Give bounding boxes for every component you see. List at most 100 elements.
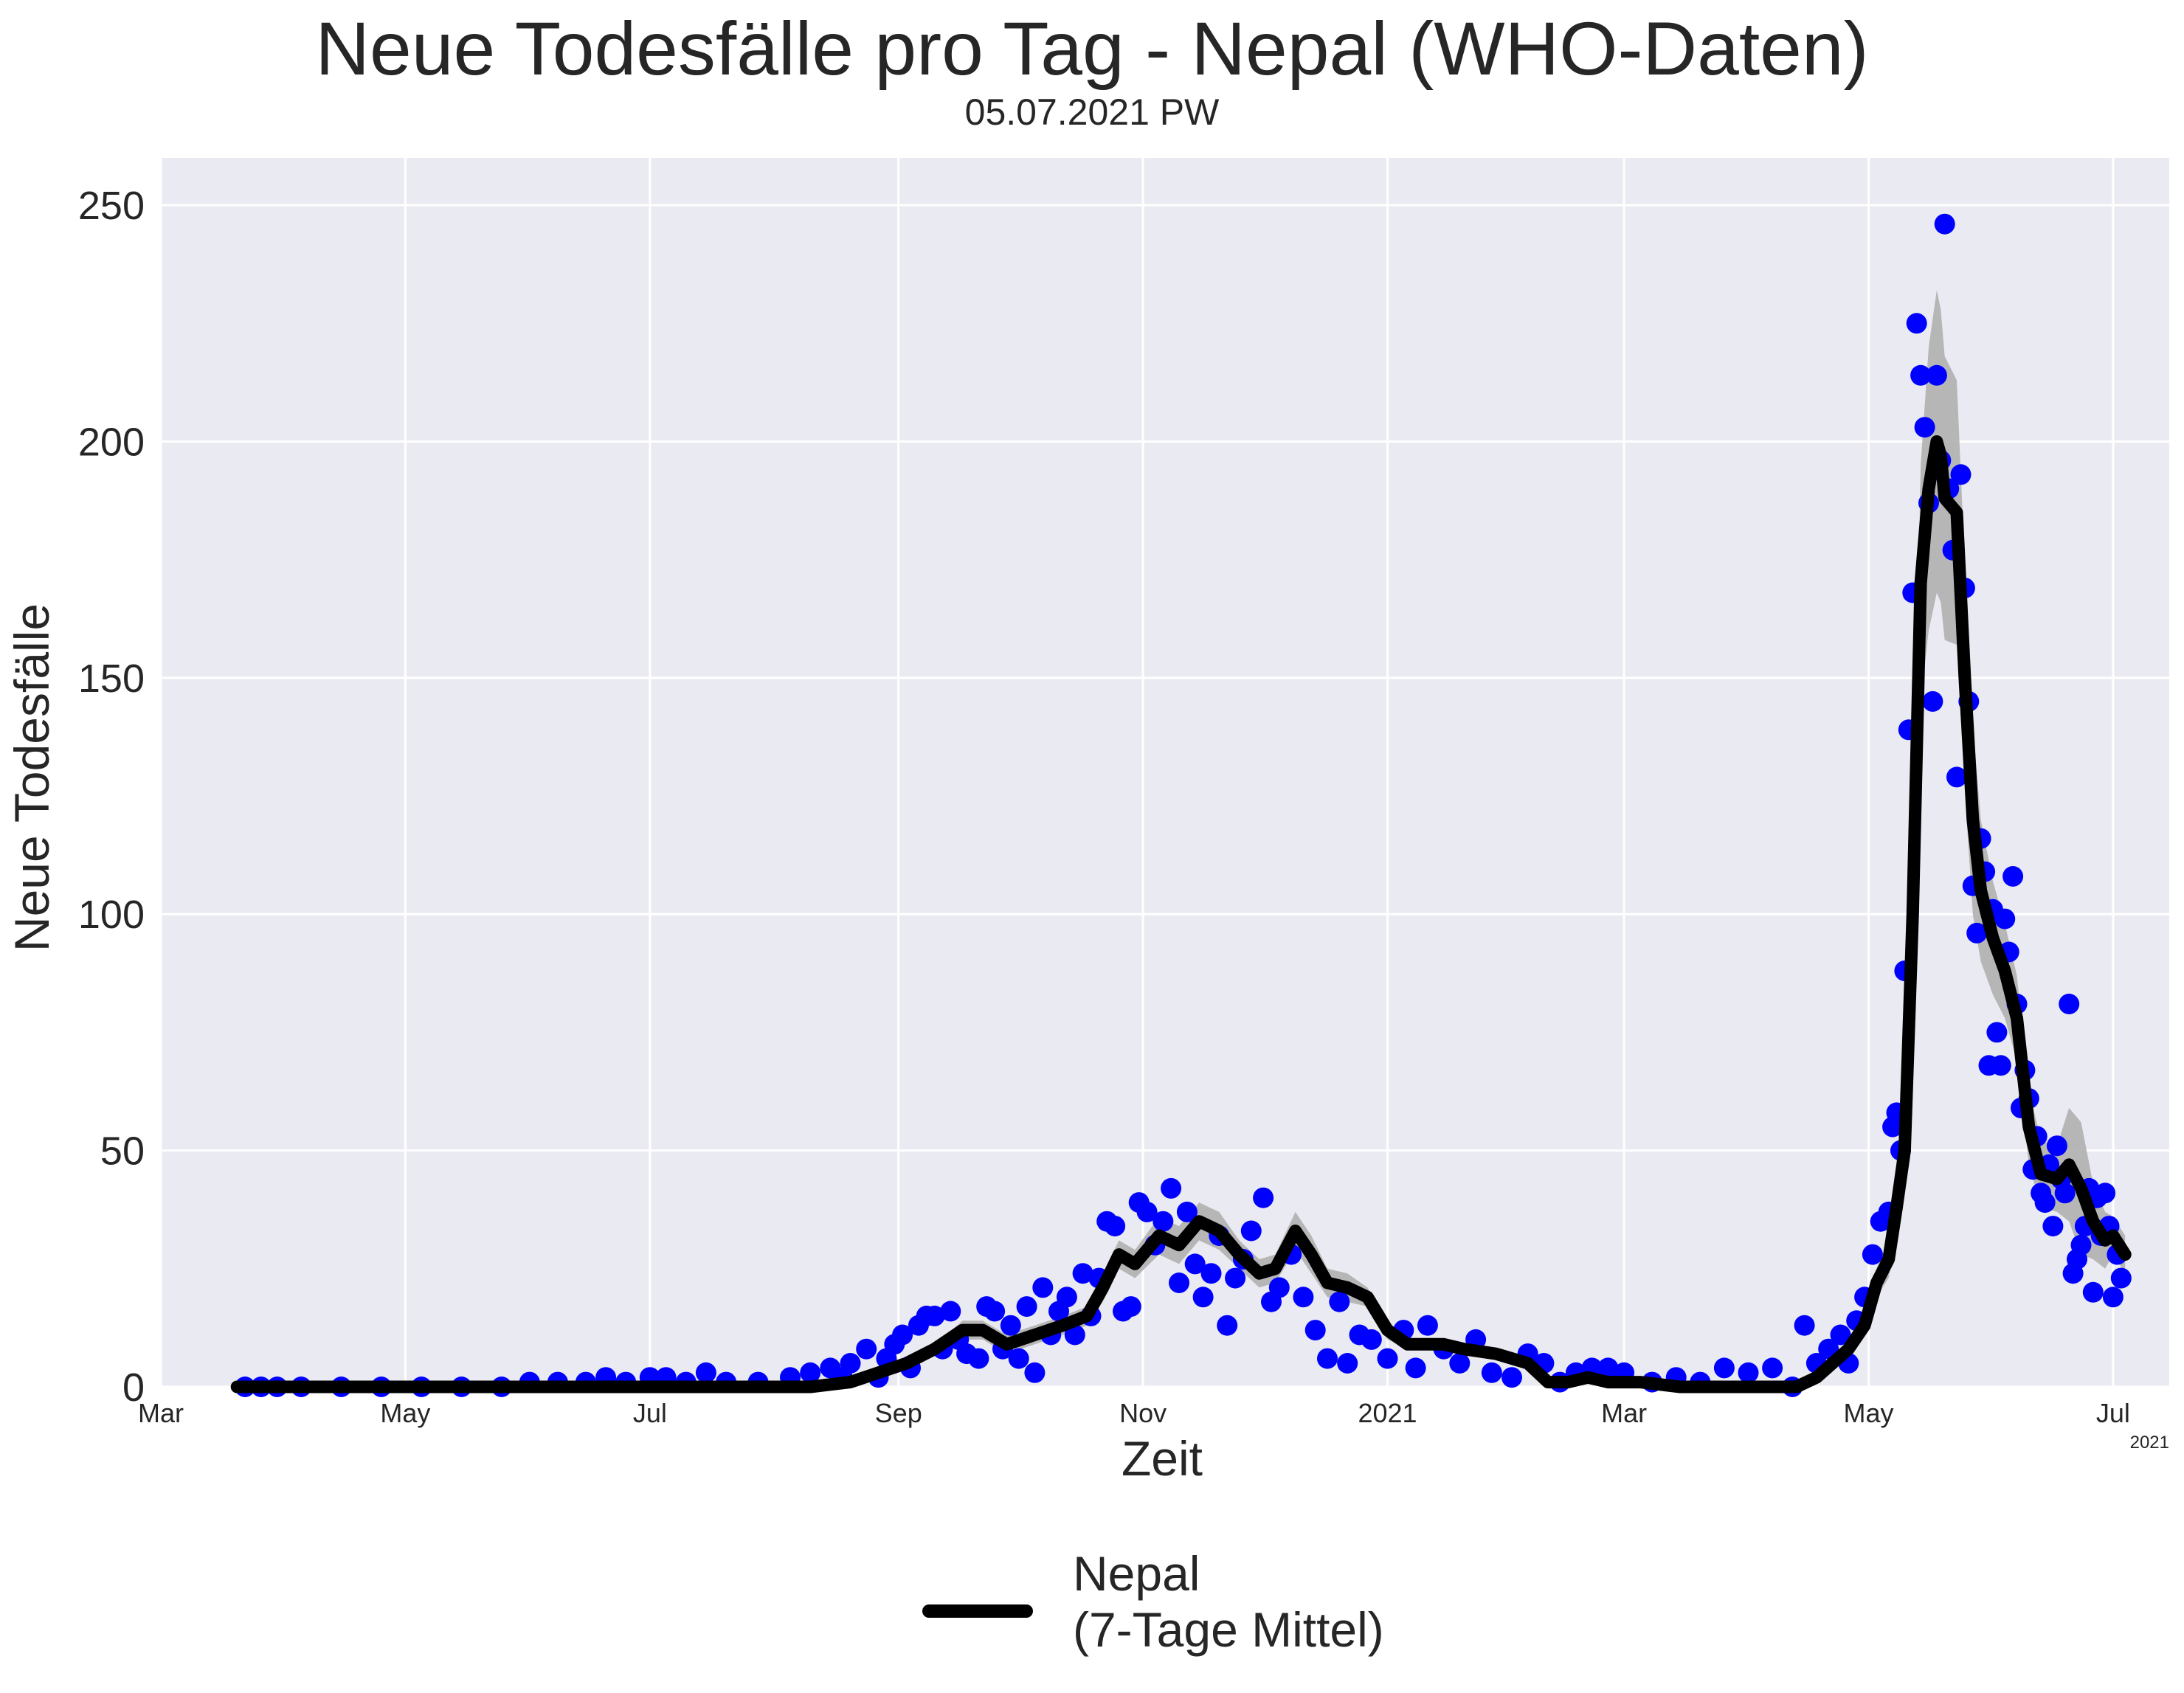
- data-point: [892, 1324, 913, 1346]
- data-point: [1293, 1287, 1314, 1308]
- data-point: [1217, 1315, 1238, 1336]
- x-tick-label: Jul: [2096, 1398, 2130, 1428]
- data-point: [840, 1353, 861, 1374]
- data-point: [2102, 1287, 2123, 1308]
- data-point: [1304, 1320, 1326, 1341]
- y-tick-label: 150: [78, 657, 145, 701]
- y-tick-label: 50: [100, 1129, 145, 1174]
- data-point: [800, 1362, 821, 1383]
- data-point: [1064, 1324, 1085, 1346]
- data-point: [2042, 1216, 2064, 1237]
- data-point: [1990, 1055, 2011, 1076]
- data-point: [984, 1301, 1006, 1322]
- data-point: [1192, 1287, 1214, 1308]
- data-point: [1994, 908, 2016, 929]
- data-point: [1597, 1357, 1619, 1379]
- data-point: [1225, 1267, 1246, 1289]
- data-point: [1268, 1277, 1290, 1298]
- data-point: [2095, 1183, 2116, 1204]
- data-point: [1922, 690, 1943, 712]
- data-point: [1762, 1357, 1783, 1379]
- data-point: [1950, 464, 1972, 485]
- data-point: [924, 1305, 945, 1326]
- data-point: [1417, 1315, 1438, 1336]
- data-point: [1153, 1211, 1174, 1232]
- data-point: [1914, 417, 1935, 438]
- data-point: [2034, 1192, 2056, 1214]
- x-tick-label: May: [1844, 1398, 1894, 1428]
- data-point: [1200, 1263, 1222, 1284]
- chart-title: Neue Todesfälle pro Tag - Nepal (WHO-Dat…: [315, 7, 1869, 91]
- data-point: [1481, 1362, 1502, 1383]
- data-point: [1056, 1287, 1077, 1308]
- data-point: [695, 1362, 716, 1383]
- data-point: [1136, 1201, 1158, 1222]
- data-point: [2070, 1234, 2092, 1256]
- band-area: [237, 290, 2126, 1387]
- data-point: [2059, 994, 2080, 1014]
- x-tick-label: Sep: [875, 1398, 922, 1428]
- legend-label: Nepal (7-Tage Mittel): [1073, 1546, 1384, 1657]
- data-point: [1862, 1244, 1883, 1265]
- grid-lines: [159, 158, 2169, 1388]
- data-point: [1906, 313, 1927, 334]
- data-point: [968, 1348, 989, 1369]
- data-point: [1934, 213, 1955, 235]
- data-point: [1032, 1277, 1054, 1298]
- data-point: [1449, 1353, 1471, 1374]
- data-point: [1240, 1220, 1262, 1242]
- chart-subtitle: 05.07.2021 PW: [964, 91, 1220, 133]
- data-point: [2082, 1281, 2104, 1303]
- y-axis-label: Neue Todesfälle: [4, 603, 59, 952]
- data-point: [1169, 1273, 1189, 1293]
- data-point: [1966, 922, 1988, 944]
- legend: Nepal (7-Tage Mittel): [922, 1545, 1513, 1671]
- y-tick-label: 250: [78, 184, 145, 228]
- x-tick-labels: Mar May Jul Sep Nov 2021 Mar May Jul: [138, 1398, 2130, 1428]
- data-point: [1072, 1263, 1093, 1284]
- data-point: [1946, 766, 1967, 788]
- legend-line-swatch: [922, 1604, 1033, 1618]
- x-axis-label: Zeit: [1122, 1431, 1203, 1486]
- data-point: [1377, 1348, 1398, 1369]
- data-point: [1161, 1177, 1182, 1199]
- data-point: [1253, 1187, 1274, 1208]
- data-point: [1830, 1324, 1851, 1346]
- data-point: [1986, 1022, 2008, 1043]
- data-point: [1910, 364, 1932, 386]
- data-point: [1794, 1315, 1815, 1336]
- data-point: [2002, 866, 2024, 887]
- data-point: [1000, 1315, 1021, 1336]
- data-point: [2110, 1267, 2132, 1289]
- data-point: [1105, 1216, 1126, 1237]
- x-tick-label: 2021: [1358, 1398, 1417, 1428]
- y-tick-label: 0: [122, 1365, 145, 1410]
- y-tick-label: 200: [78, 420, 145, 464]
- data-point: [1713, 1357, 1735, 1379]
- data-point: [1405, 1357, 1426, 1379]
- x-tick-label: May: [380, 1398, 430, 1428]
- data-point: [1024, 1362, 1046, 1383]
- data-point: [1317, 1348, 1338, 1369]
- data-point: [1016, 1296, 1037, 1318]
- data-point: [2046, 1135, 2067, 1157]
- moving-average-line: [230, 435, 2132, 1393]
- data-point: [1337, 1353, 1358, 1374]
- y-tick-label: 100: [78, 893, 145, 937]
- data-point: [1502, 1367, 1522, 1388]
- data-point: [1184, 1253, 1206, 1275]
- confidence-band: [237, 290, 2126, 1387]
- moving-average-line-group: [230, 435, 2132, 1393]
- data-point: [856, 1338, 877, 1360]
- data-point: [1176, 1201, 1198, 1222]
- data-point: [2054, 1183, 2076, 1204]
- data-point: [1008, 1348, 1029, 1369]
- x-tick-label: Jul: [633, 1398, 667, 1428]
- data-point: [940, 1301, 961, 1322]
- data-point: [1738, 1362, 1759, 1383]
- data-point: [1329, 1291, 1350, 1312]
- data-point: [1120, 1296, 1141, 1318]
- x-tick-label: Mar: [138, 1398, 184, 1428]
- data-point: [1926, 364, 1947, 386]
